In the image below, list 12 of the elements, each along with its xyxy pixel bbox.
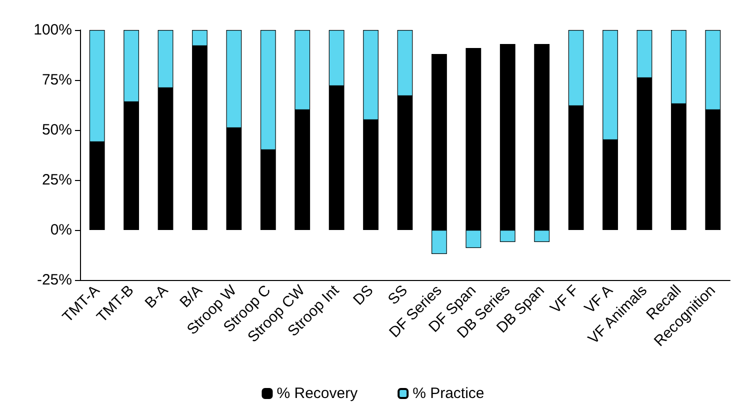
x-tick-label: SS: [384, 282, 412, 308]
legend-label: % Practice: [412, 385, 484, 402]
y-tick-label: -25%: [36, 272, 72, 288]
x-tick-label: DS: [350, 282, 377, 309]
x-tick-label: VF F: [547, 282, 582, 317]
y-tick-label: 100%: [34, 22, 72, 38]
y-tick-label: 0%: [50, 222, 72, 238]
y-tick-label: 25%: [42, 172, 72, 188]
y-tick-label: 50%: [42, 122, 72, 138]
y-tick-label: 75%: [42, 72, 72, 88]
legend-label: % Recovery: [276, 385, 358, 402]
x-tick-label: B-A: [142, 282, 172, 312]
